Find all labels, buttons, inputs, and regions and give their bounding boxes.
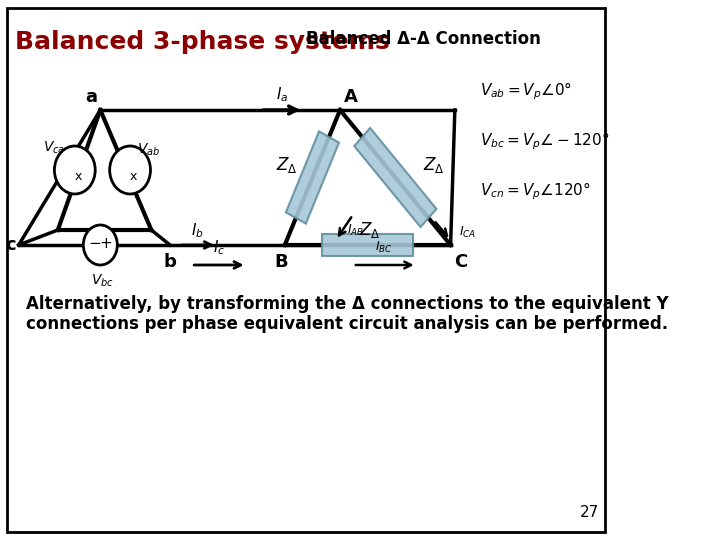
Text: Balanced Δ-Δ Connection: Balanced Δ-Δ Connection [306, 30, 541, 48]
Polygon shape [354, 128, 436, 227]
Text: $I_{AB}$: $I_{AB}$ [347, 222, 364, 238]
Text: x: x [75, 170, 82, 183]
Text: a: a [85, 88, 97, 106]
Text: connections per phase equivalent circuit analysis can be performed.: connections per phase equivalent circuit… [25, 315, 667, 333]
Text: $Z_\Delta$: $Z_\Delta$ [359, 220, 381, 240]
Text: $V_{ca}$: $V_{ca}$ [42, 140, 65, 156]
Text: $I_{BC}$: $I_{BC}$ [375, 240, 393, 255]
Text: A: A [343, 88, 357, 106]
Text: B: B [274, 253, 288, 271]
Text: +: + [99, 237, 112, 252]
Text: −: − [89, 237, 102, 252]
Circle shape [109, 146, 150, 194]
Text: Alternatively, by transforming the Δ connections to the equivalent Y: Alternatively, by transforming the Δ con… [25, 295, 668, 313]
Polygon shape [286, 131, 339, 224]
Circle shape [55, 146, 95, 194]
Text: $Z_\Delta$: $Z_\Delta$ [276, 155, 297, 175]
Text: $V_{bc} = V_p\angle -120°$: $V_{bc} = V_p\angle -120°$ [480, 130, 610, 152]
Text: c: c [6, 236, 16, 254]
Circle shape [84, 225, 117, 265]
Text: $V_{ab}$: $V_{ab}$ [137, 141, 160, 158]
Text: $V_{ab} = V_p\angle 0°$: $V_{ab} = V_p\angle 0°$ [480, 80, 572, 102]
Polygon shape [322, 234, 413, 256]
Text: x: x [130, 170, 138, 183]
Text: b: b [163, 253, 176, 271]
Text: C: C [454, 253, 467, 271]
Text: $I_c$: $I_c$ [213, 238, 225, 257]
Text: $V_{cn} = V_p\angle 120°$: $V_{cn} = V_p\angle 120°$ [480, 180, 591, 201]
Text: $I_b$: $I_b$ [191, 221, 204, 240]
Text: Balanced 3-phase systems: Balanced 3-phase systems [15, 30, 390, 54]
Text: $Z_\Delta$: $Z_\Delta$ [423, 155, 445, 175]
Text: 27: 27 [580, 505, 599, 520]
Text: $I_{CA}$: $I_{CA}$ [459, 225, 477, 240]
Text: $V_{bc}$: $V_{bc}$ [91, 273, 114, 289]
Text: $I_a$: $I_a$ [276, 85, 288, 104]
